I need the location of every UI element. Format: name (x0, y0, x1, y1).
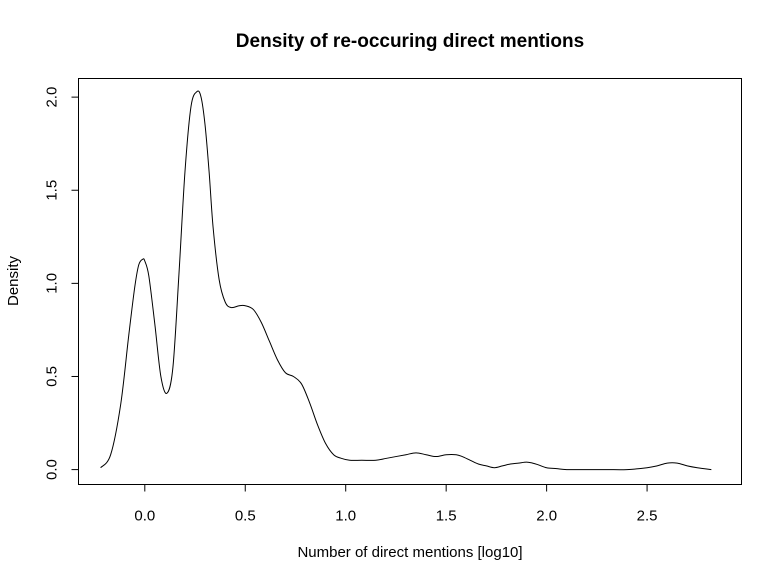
plot-frame (78, 78, 742, 485)
x-tick-label: 0.5 (235, 508, 256, 525)
chart-title: Density of re-occuring direct mentions (236, 31, 584, 52)
y-axis-label: Density (5, 255, 22, 306)
y-tick-label: 2.0 (44, 87, 61, 108)
y-tick-label: 1.5 (44, 180, 61, 201)
x-tick-label: 1.5 (436, 508, 457, 525)
x-tick-label: 1.0 (335, 508, 356, 525)
y-axis: 0.0 0.5 1.0 1.5 2.0 (44, 87, 79, 480)
x-axis-label: Number of direct mentions [log10] (297, 544, 522, 561)
x-axis: 0.0 0.5 1.0 1.5 2.0 2.5 (134, 484, 658, 525)
x-tick-label: 0.0 (134, 508, 155, 525)
density-line (100, 90, 712, 471)
y-tick-label: 0.0 (44, 459, 61, 480)
y-tick-label: 1.0 (44, 273, 61, 294)
x-tick-label: 2.0 (536, 508, 557, 525)
y-tick-label: 0.5 (44, 366, 61, 387)
x-tick-label: 2.5 (637, 508, 658, 525)
